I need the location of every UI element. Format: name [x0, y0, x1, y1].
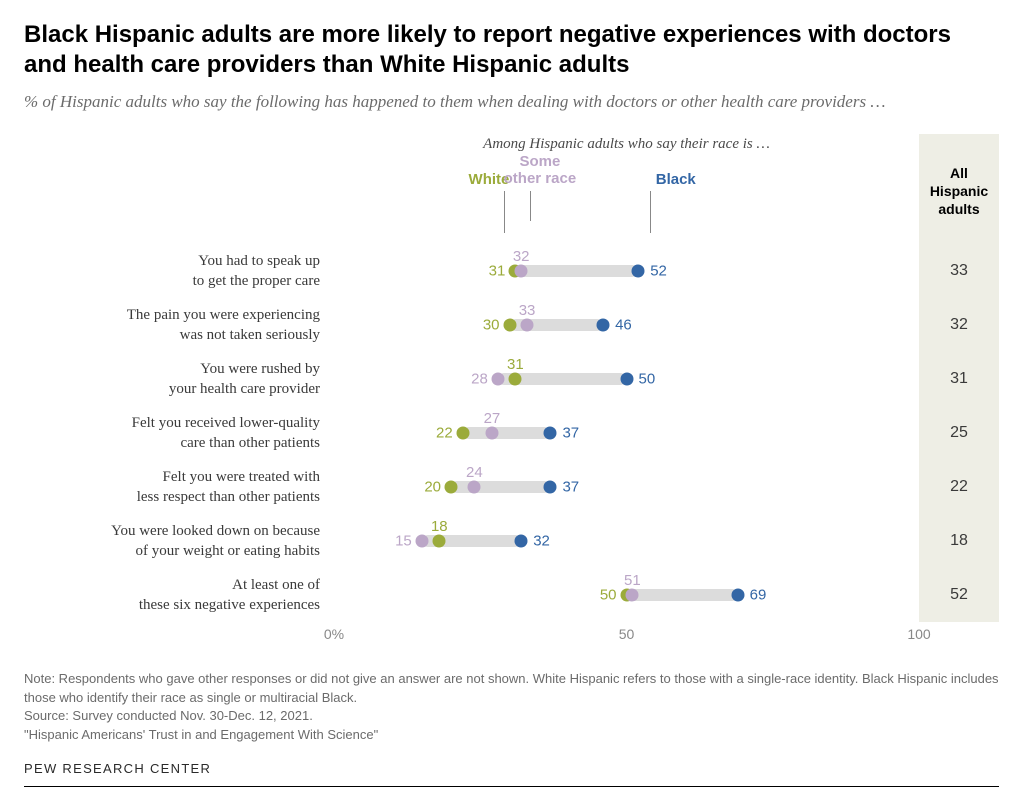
total-value: 25 [919, 406, 999, 460]
white-dot [509, 372, 522, 385]
total-value: 22 [919, 460, 999, 514]
black-dot [731, 588, 744, 601]
row-labels-column: You had to speak upto get the proper car… [24, 134, 334, 622]
plot-row: 31 32 52 [334, 244, 919, 298]
row-label: You were rushed byyour health care provi… [24, 359, 334, 400]
legend-title: Among Hispanic adults who say their race… [334, 134, 919, 153]
notes: Note: Respondents who gave other respons… [24, 670, 999, 745]
other-dot [626, 588, 639, 601]
black-dot [544, 426, 557, 439]
axis-tick: 100 [907, 626, 930, 642]
other-dot [515, 264, 528, 277]
row-label: At least one ofthese six negative experi… [24, 575, 334, 616]
white-value: 30 [483, 316, 500, 333]
black-value: 46 [615, 316, 632, 333]
white-value: 22 [436, 424, 453, 441]
axis-tick: 50 [619, 626, 635, 642]
note-line: "Hispanic Americans' Trust in and Engage… [24, 726, 999, 745]
plot-row: 50 51 69 [334, 568, 919, 622]
plot-row: 22 27 37 [334, 406, 919, 460]
black-dot [515, 534, 528, 547]
other-value: 27 [484, 410, 501, 427]
plot-row: 28 31 50 [334, 352, 919, 406]
black-value: 52 [650, 262, 667, 279]
black-value: 37 [562, 478, 579, 495]
white-value: 18 [431, 518, 448, 535]
total-value: 31 [919, 352, 999, 406]
other-dot [468, 480, 481, 493]
black-dot [632, 264, 645, 277]
white-dot [503, 318, 516, 331]
other-value: 15 [395, 532, 412, 549]
total-value: 33 [919, 244, 999, 298]
legend-other: Someother race [504, 153, 577, 187]
other-value: 51 [624, 572, 641, 589]
total-value: 32 [919, 298, 999, 352]
other-dot [521, 318, 534, 331]
other-value: 28 [471, 370, 488, 387]
black-value: 50 [639, 370, 656, 387]
row-label: You were looked down on becauseof your w… [24, 521, 334, 562]
other-dot [491, 372, 504, 385]
total-value: 52 [919, 568, 999, 622]
white-value: 31 [489, 262, 506, 279]
row-label: Felt you received lower-qualitycare than… [24, 413, 334, 454]
plot-row: 30 33 46 [334, 298, 919, 352]
black-dot [544, 480, 557, 493]
plot-row: 15 18 32 [334, 514, 919, 568]
other-value: 24 [466, 464, 483, 481]
other-dot [415, 534, 428, 547]
plot-column: Among Hispanic adults who say their race… [334, 134, 919, 656]
total-value: 18 [919, 514, 999, 568]
black-dot [597, 318, 610, 331]
other-value: 32 [513, 248, 530, 265]
white-value: 50 [600, 586, 617, 603]
black-value: 37 [562, 424, 579, 441]
note-line: Source: Survey conducted Nov. 30-Dec. 12… [24, 707, 999, 726]
plot-row: 20 24 37 [334, 460, 919, 514]
chart-container: You had to speak upto get the proper car… [24, 134, 999, 656]
row-label: You had to speak upto get the proper car… [24, 251, 334, 292]
black-value: 69 [750, 586, 767, 603]
other-value: 33 [519, 302, 536, 319]
totals-column: All Hispanic adults 33323125221852 [919, 134, 999, 622]
note-line: Note: Respondents who gave other respons… [24, 670, 999, 708]
white-dot [445, 480, 458, 493]
legend-black: Black [656, 171, 696, 188]
footer-attribution: PEW RESEARCH CENTER [24, 761, 999, 787]
white-dot [433, 534, 446, 547]
chart-subtitle: % of Hispanic adults who say the followi… [24, 90, 999, 114]
totals-header: All Hispanic adults [919, 134, 999, 244]
chart-title: Black Hispanic adults are more likely to… [24, 20, 999, 80]
legend-area: Among Hispanic adults who say their race… [334, 134, 919, 244]
x-axis: 0%50100 [334, 626, 919, 656]
white-value: 20 [424, 478, 441, 495]
white-value: 31 [507, 356, 524, 373]
axis-tick: 0% [324, 626, 344, 642]
row-label: Felt you were treated withless respect t… [24, 467, 334, 508]
other-dot [485, 426, 498, 439]
black-value: 32 [533, 532, 550, 549]
black-dot [620, 372, 633, 385]
row-label: The pain you were experiencingwas not ta… [24, 305, 334, 346]
white-dot [456, 426, 469, 439]
